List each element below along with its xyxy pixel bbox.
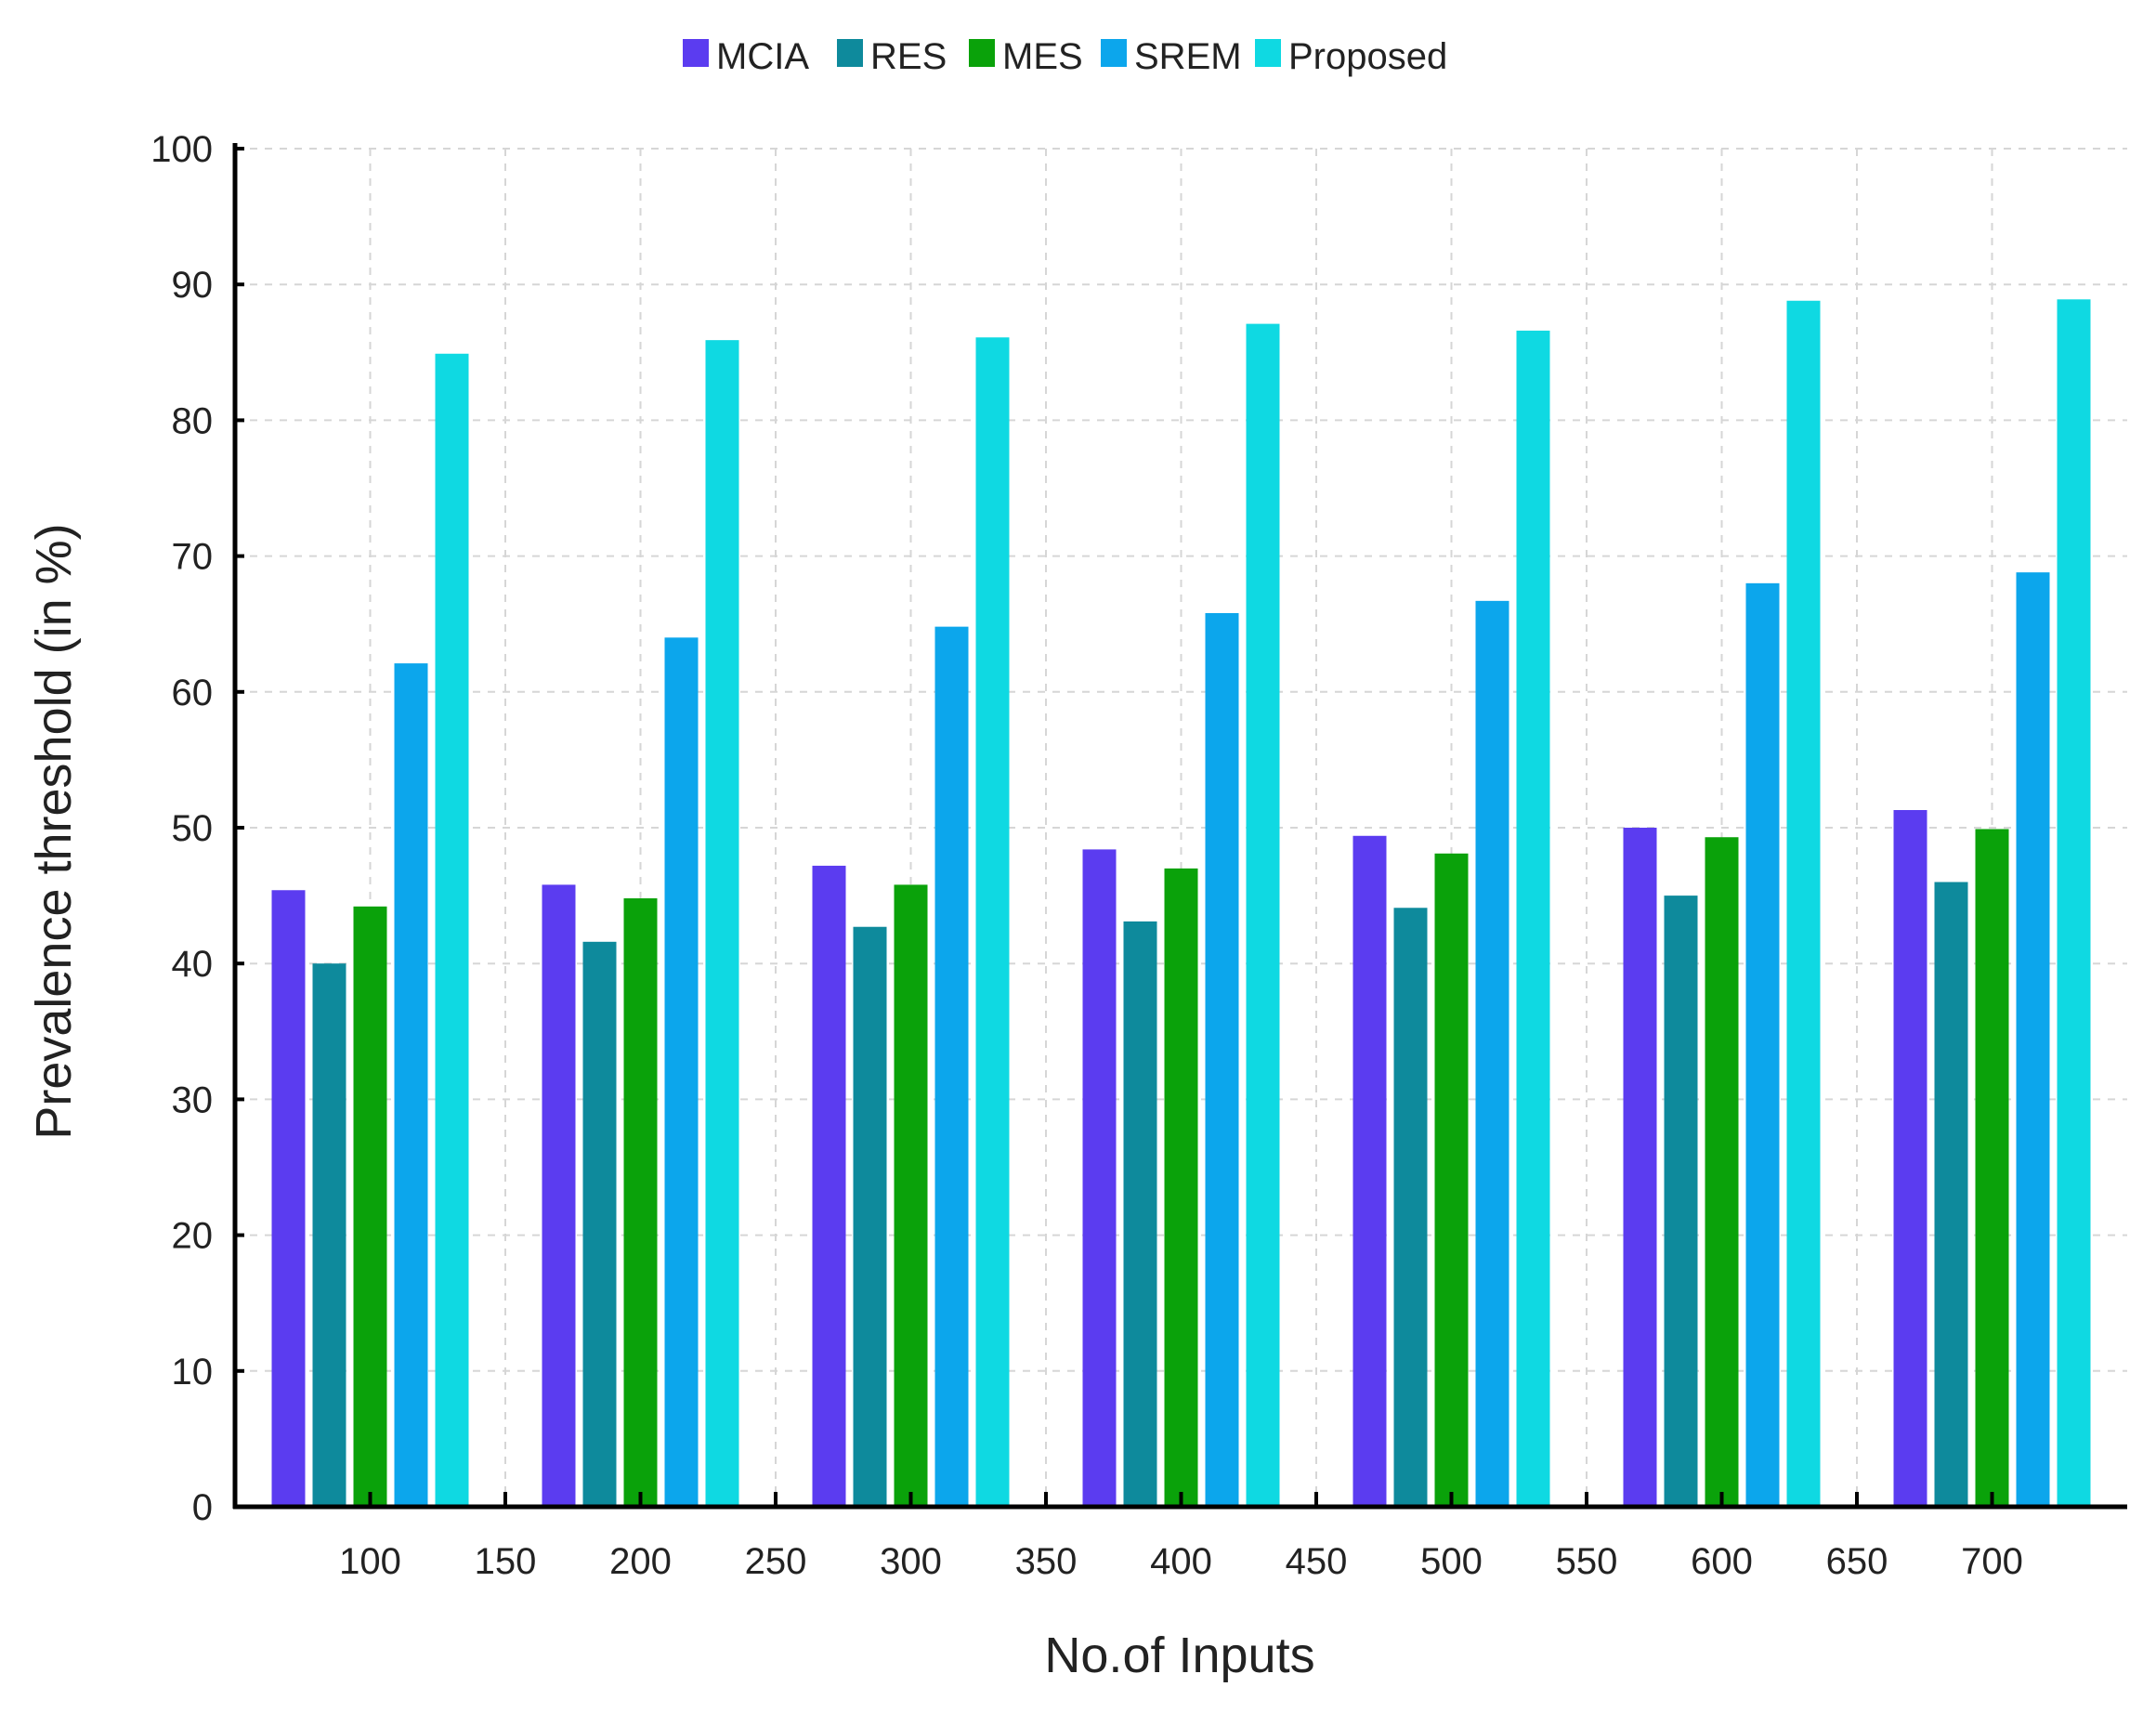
bar-proposed-600: [1786, 300, 1821, 1507]
x-tick-label: 150: [475, 1541, 537, 1582]
bar-mcia-300: [812, 865, 846, 1507]
y-tick-label: 10: [172, 1352, 214, 1393]
y-axis-title: Prevalence threshold (in %): [26, 523, 82, 1139]
y-tick-label: 90: [172, 265, 214, 306]
bar-srem-400: [1205, 613, 1239, 1507]
x-tick-label: 100: [339, 1541, 401, 1582]
bar-mcia-100: [271, 890, 306, 1507]
bar-proposed-100: [435, 353, 469, 1508]
x-tick-label: 650: [1826, 1541, 1888, 1582]
bar-mcia-700: [1893, 809, 1927, 1507]
bar-srem-100: [394, 663, 428, 1507]
y-tick-label: 20: [172, 1216, 214, 1257]
y-tick-label: 60: [172, 673, 214, 713]
y-tick-label: 0: [192, 1487, 213, 1528]
y-tick-label: 40: [172, 944, 214, 985]
bar-mcia-200: [542, 884, 576, 1507]
bar-res-400: [1123, 921, 1157, 1507]
axes: [232, 143, 2127, 1510]
x-tick-label: 300: [880, 1541, 942, 1582]
x-tick-label: 700: [1961, 1541, 2023, 1582]
bar-proposed-700: [2057, 299, 2091, 1508]
bar-mes-500: [1434, 853, 1469, 1507]
bar-proposed-300: [975, 337, 1010, 1507]
bar-proposed-400: [1246, 323, 1280, 1507]
legend-swatch: [969, 39, 995, 67]
bar-srem-700: [2016, 572, 2050, 1507]
y-tick-label: 30: [172, 1079, 214, 1120]
bar-mes-400: [1164, 868, 1198, 1507]
bar-res-700: [1934, 882, 1968, 1507]
legend-label: RES: [870, 36, 947, 77]
bar-mes-100: [353, 906, 387, 1507]
bar-res-600: [1664, 896, 1698, 1507]
legend-item-mcia: MCIA: [683, 36, 809, 77]
bar-res-500: [1393, 908, 1428, 1507]
legend-item-mes: MES: [969, 36, 1083, 77]
legend-label: SREM: [1134, 36, 1242, 77]
bar-mes-700: [1975, 829, 2009, 1507]
x-tick-label: 350: [1015, 1541, 1078, 1582]
legend: MCIA RES MES SREM Proposed: [683, 36, 1447, 77]
bar-proposed-200: [705, 340, 739, 1508]
legend-label: MES: [1002, 36, 1083, 77]
bar-mes-300: [894, 884, 928, 1507]
bar-mcia-600: [1623, 828, 1657, 1507]
x-tick-label: 450: [1286, 1541, 1348, 1582]
bar-srem-300: [934, 626, 969, 1507]
x-tick-label: 500: [1420, 1541, 1483, 1582]
x-tick-label: 250: [745, 1541, 807, 1582]
bar-srem-600: [1745, 582, 1780, 1507]
x-tick-label: 400: [1150, 1541, 1212, 1582]
bars: [271, 299, 2091, 1508]
x-axis-title: No.of Inputs: [1044, 1628, 1314, 1683]
bar-srem-200: [664, 637, 699, 1507]
legend-swatch: [837, 39, 863, 67]
x-tick-label: 550: [1556, 1541, 1618, 1582]
bar-mes-200: [623, 898, 658, 1507]
x-tick-label: 600: [1691, 1541, 1753, 1582]
bar-res-200: [582, 941, 617, 1507]
x-tick-labels: 100 150 200 250 300 350 400 450 500 550 600 650 700: [339, 1541, 2023, 1582]
legend-swatch: [683, 39, 709, 67]
y-tick-labels: 0 10 20 30 40 50 60 70 80 90 100: [150, 129, 213, 1528]
bar-srem-500: [1475, 600, 1509, 1507]
legend-item-srem: SREM: [1101, 36, 1242, 77]
y-tick-label: 80: [172, 400, 214, 441]
legend-label: MCIA: [716, 36, 809, 77]
legend-label: Proposed: [1288, 36, 1447, 77]
y-tick-label: 50: [172, 808, 214, 849]
bar-mcia-500: [1352, 835, 1387, 1507]
legend-item-proposed: Proposed: [1255, 36, 1447, 77]
bar-res-300: [853, 926, 887, 1507]
y-tick-label: 70: [172, 537, 214, 578]
bar-mcia-400: [1082, 849, 1117, 1507]
legend-swatch: [1255, 39, 1281, 67]
legend-swatch: [1101, 39, 1127, 67]
legend-item-res: RES: [837, 36, 947, 77]
bar-res-100: [312, 963, 346, 1507]
bar-mes-600: [1705, 837, 1739, 1507]
x-tick-label: 200: [609, 1541, 672, 1582]
bar-proposed-500: [1516, 330, 1550, 1508]
y-tick-label: 100: [150, 129, 213, 170]
